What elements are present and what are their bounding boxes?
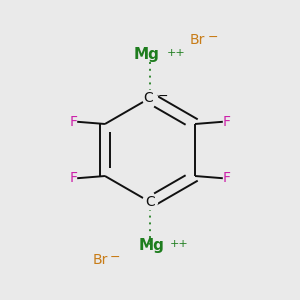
Text: −: − <box>207 31 218 44</box>
Text: Br: Br <box>190 33 206 47</box>
Text: ++: ++ <box>169 238 188 249</box>
Text: F: F <box>69 171 77 185</box>
Text: −: − <box>158 90 168 103</box>
Circle shape <box>142 91 158 105</box>
Text: F: F <box>223 171 231 185</box>
Circle shape <box>142 195 158 209</box>
Text: −: − <box>110 251 120 264</box>
Text: Mg: Mg <box>134 47 160 62</box>
Text: Br: Br <box>93 253 108 267</box>
Text: F: F <box>69 115 77 129</box>
Text: F: F <box>223 115 231 129</box>
Text: C: C <box>144 91 153 105</box>
Text: C: C <box>145 195 155 209</box>
Text: Mg: Mg <box>139 238 164 253</box>
Text: ++: ++ <box>166 48 185 59</box>
